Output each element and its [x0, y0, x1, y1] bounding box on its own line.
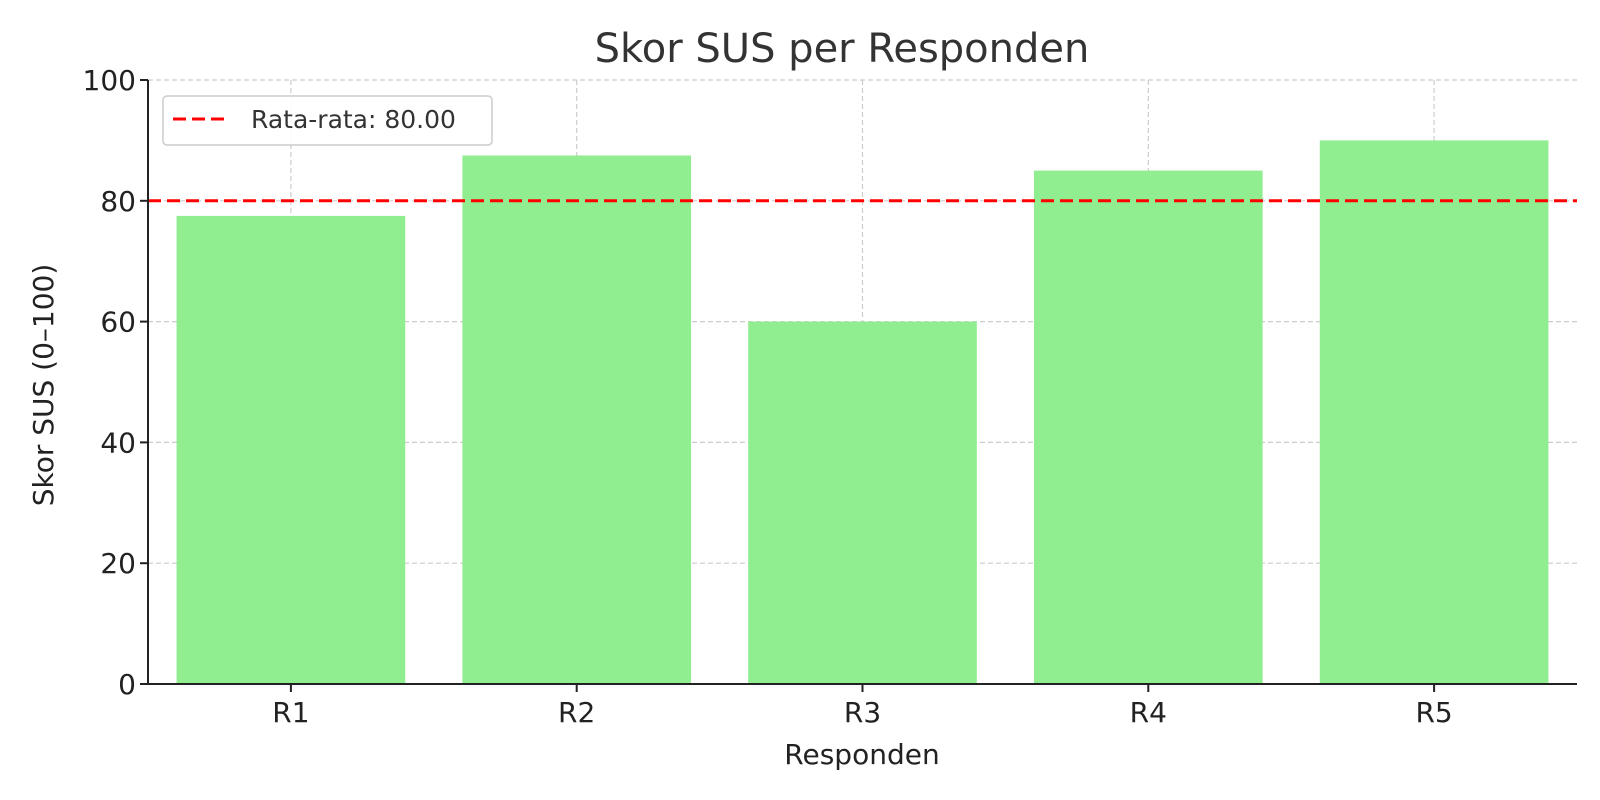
x-tick-label: R5	[1415, 696, 1452, 729]
y-tick-label: 100	[83, 64, 136, 97]
y-tick-label: 0	[118, 668, 136, 701]
bar-series	[176, 140, 1549, 685]
bar-r4	[1033, 170, 1263, 685]
bar-r2	[462, 155, 692, 684]
y-axis-ticks: 0 20 40 60 80 100	[83, 64, 148, 701]
legend: Rata-rata: 80.00	[162, 95, 493, 146]
y-tick-label: 40	[100, 426, 136, 459]
y-tick-label: 20	[100, 547, 136, 580]
x-tick-label: R4	[1130, 696, 1167, 729]
chart-title: Skor SUS per Responden	[595, 26, 1090, 72]
bar-r5	[1319, 140, 1549, 684]
y-tick-label: 60	[100, 306, 136, 339]
legend-box	[162, 95, 493, 146]
legend-label: Rata-rata: 80.00	[251, 105, 456, 134]
bar-r1	[176, 215, 406, 684]
y-axis-label: Skor SUS (0–100)	[27, 264, 60, 507]
x-axis-ticks: R1 R2 R3 R4 R5	[272, 684, 1453, 729]
x-tick-label: R2	[558, 696, 595, 729]
x-tick-label: R1	[272, 696, 309, 729]
x-tick-label: R3	[844, 696, 881, 729]
y-tick-label: 80	[100, 185, 136, 218]
bar-r3	[748, 321, 977, 684]
x-axis-label: Responden	[784, 738, 939, 771]
